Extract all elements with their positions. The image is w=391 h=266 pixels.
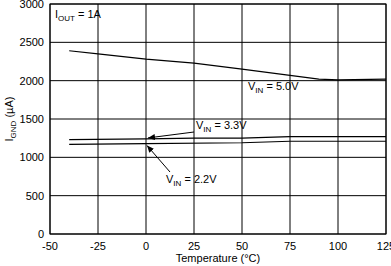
y-axis-title: IGND (µA) [3, 97, 18, 142]
series-line [69, 51, 386, 80]
text-sub: IN [255, 86, 263, 95]
text-rest: = 5.0V [263, 80, 299, 92]
x-tick-label: 25 [188, 240, 200, 252]
text-rest: = 2.2V [181, 173, 217, 185]
x-tick-label: 0 [143, 240, 149, 252]
y-tick-label: 3000 [20, 0, 44, 10]
background [0, 0, 391, 266]
text-sub: OUT [58, 14, 75, 23]
annotation: IOUT = 1A [55, 8, 102, 23]
series-label: VIN = 2.2V [166, 173, 217, 188]
y-tick-label: 1000 [20, 151, 44, 163]
text-rest: = 1A [75, 8, 102, 20]
series-group [69, 51, 386, 145]
series-label: VIN = 3.3V [196, 119, 247, 134]
x-tick-label: 50 [236, 240, 248, 252]
x-axis-title: Temperature (°C) [176, 252, 260, 264]
x-tick-label: -50 [42, 240, 58, 252]
text-sub: GND [9, 120, 18, 138]
y-tick-label: 1500 [20, 113, 44, 125]
annotation-arrow [148, 132, 194, 138]
series-label: VIN = 5.0V [248, 80, 299, 95]
text-sub: IN [203, 125, 211, 134]
x-tick-label: 125 [377, 240, 391, 252]
grid-line-y [50, 157, 386, 158]
y-tick-label: 2000 [20, 75, 44, 87]
series-line [69, 141, 386, 144]
text-rest: (µA) [3, 97, 15, 121]
text-sub: IN [173, 179, 181, 188]
text-rest: = 3.3V [211, 119, 247, 131]
grid-line-y [50, 42, 386, 43]
y-tick-label: 500 [26, 190, 44, 202]
chart: -50 -25 0 25 50 75 100 125 0 500 1000 1500 2000 2500 3… [0, 0, 391, 266]
x-tick-label: 75 [284, 240, 296, 252]
y-tick-label: 2500 [20, 36, 44, 48]
plot-frame [50, 4, 386, 234]
x-tick-label: 100 [329, 240, 347, 252]
grid-line-y [50, 195, 386, 196]
series-line [69, 137, 386, 140]
annotation-arrow [147, 146, 170, 172]
x-tick-label: -25 [90, 240, 106, 252]
y-tick-label: 0 [38, 228, 44, 240]
